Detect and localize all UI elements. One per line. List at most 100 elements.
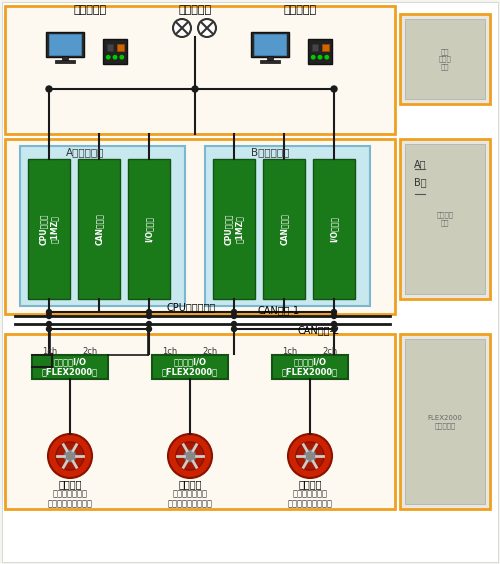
- Text: CPUボード
（1MZ）: CPUボード （1MZ）: [40, 213, 58, 245]
- Text: アクチュエータ
（複数基に対応可）: アクチュエータ （複数基に対応可）: [48, 490, 92, 509]
- Text: B系: B系: [414, 177, 426, 187]
- Circle shape: [332, 321, 336, 327]
- Text: CPUボード
（1MZ）: CPUボード （1MZ）: [224, 213, 244, 245]
- Text: アクチュエータ
（複数基に対応可）: アクチュエータ （複数基に対応可）: [168, 490, 212, 509]
- Bar: [152, 355, 228, 379]
- Text: 制御装置
写真: 制御装置 写真: [436, 212, 454, 226]
- Bar: [55, 60, 75, 63]
- Bar: [400, 334, 490, 509]
- Circle shape: [64, 450, 76, 462]
- Circle shape: [332, 327, 336, 332]
- Text: 推進制御: 推進制御: [298, 479, 322, 489]
- Text: 各種センサ: 各種センサ: [178, 5, 212, 15]
- Text: I/Oボード: I/Oボード: [330, 216, 338, 242]
- Bar: [5, 6, 395, 134]
- Bar: [32, 355, 108, 379]
- Text: 操作パネル: 操作パネル: [284, 5, 316, 15]
- Text: 1ch: 1ch: [42, 347, 58, 356]
- Bar: [400, 14, 490, 104]
- Text: A系: A系: [414, 159, 426, 169]
- Text: 操作パネル: 操作パネル: [74, 5, 106, 15]
- Text: 2ch: 2ch: [82, 347, 98, 356]
- Circle shape: [168, 434, 212, 478]
- Bar: [254, 34, 286, 55]
- Text: FLEX2000
ボード写真: FLEX2000 ボード写真: [428, 415, 462, 429]
- Circle shape: [312, 55, 315, 59]
- Text: 2ch: 2ch: [202, 347, 218, 356]
- Bar: [272, 355, 348, 379]
- Circle shape: [146, 314, 152, 319]
- Circle shape: [232, 321, 236, 327]
- Text: 1ch: 1ch: [162, 347, 178, 356]
- Circle shape: [318, 55, 322, 59]
- Bar: [312, 45, 318, 51]
- Circle shape: [46, 314, 52, 319]
- Text: CPU間高速通信: CPU間高速通信: [166, 302, 216, 312]
- Circle shape: [296, 442, 324, 470]
- Bar: [106, 45, 114, 51]
- Bar: [260, 60, 280, 63]
- Text: 1ch: 1ch: [282, 347, 298, 356]
- Bar: [213, 159, 255, 299]
- Circle shape: [232, 327, 236, 332]
- Bar: [116, 45, 123, 51]
- Text: B系システム: B系システム: [251, 147, 289, 157]
- Circle shape: [176, 442, 204, 470]
- Bar: [103, 38, 127, 64]
- Circle shape: [46, 310, 52, 315]
- Bar: [405, 144, 485, 294]
- Bar: [20, 146, 185, 306]
- Text: CANボード: CANボード: [280, 213, 288, 245]
- Circle shape: [332, 310, 336, 315]
- Bar: [5, 139, 395, 314]
- Bar: [5, 334, 395, 509]
- Bar: [49, 34, 81, 55]
- Bar: [252, 32, 288, 57]
- Circle shape: [332, 314, 336, 319]
- Text: リモートI/O
〈FLEX2000〉: リモートI/O 〈FLEX2000〉: [162, 358, 218, 377]
- Circle shape: [184, 450, 196, 462]
- Circle shape: [232, 310, 236, 315]
- Circle shape: [325, 55, 328, 59]
- Text: CAN通信-2: CAN通信-2: [298, 325, 340, 335]
- Bar: [62, 55, 68, 60]
- Circle shape: [56, 442, 84, 470]
- Circle shape: [192, 86, 198, 92]
- Bar: [128, 159, 170, 299]
- Bar: [322, 45, 328, 51]
- Circle shape: [146, 327, 152, 332]
- Circle shape: [173, 19, 191, 37]
- Circle shape: [48, 434, 92, 478]
- Bar: [46, 32, 84, 57]
- Text: 推進制御: 推進制御: [178, 479, 202, 489]
- Bar: [28, 159, 70, 299]
- Circle shape: [146, 310, 152, 315]
- Circle shape: [114, 55, 116, 59]
- Text: 2ch: 2ch: [322, 347, 338, 356]
- Text: I/Oボード: I/Oボード: [144, 216, 154, 242]
- Bar: [78, 159, 120, 299]
- Bar: [263, 159, 305, 299]
- Text: 推進制御: 推進制御: [58, 479, 82, 489]
- Text: アクチュエータ
（複数基に対応可）: アクチュエータ （複数基に対応可）: [288, 490, 333, 509]
- Circle shape: [106, 55, 110, 59]
- Text: CANボード: CANボード: [94, 213, 104, 245]
- Circle shape: [304, 450, 316, 462]
- Circle shape: [198, 19, 216, 37]
- Bar: [400, 139, 490, 299]
- Bar: [313, 159, 355, 299]
- Circle shape: [46, 327, 52, 332]
- Text: CAN通信-1: CAN通信-1: [258, 305, 300, 315]
- Bar: [266, 55, 274, 60]
- Bar: [405, 19, 485, 99]
- Bar: [405, 339, 485, 504]
- Circle shape: [288, 434, 332, 478]
- Circle shape: [46, 86, 52, 92]
- Text: 操作
パネル
写真: 操作 パネル 写真: [438, 48, 452, 70]
- Text: リモートI/O
〈FLEX2000〉: リモートI/O 〈FLEX2000〉: [42, 358, 98, 377]
- Bar: [205, 146, 370, 306]
- Circle shape: [331, 86, 337, 92]
- Text: A系システム: A系システム: [66, 147, 104, 157]
- Circle shape: [120, 55, 124, 59]
- Bar: [308, 38, 332, 64]
